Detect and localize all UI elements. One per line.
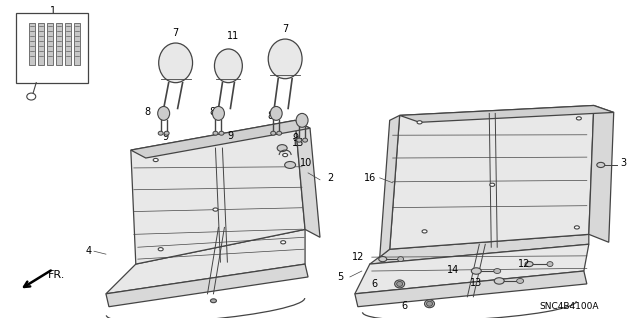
Polygon shape: [589, 106, 614, 242]
Ellipse shape: [271, 131, 276, 135]
Polygon shape: [355, 244, 589, 294]
Text: 7: 7: [282, 24, 288, 34]
Ellipse shape: [395, 280, 404, 288]
Ellipse shape: [153, 159, 158, 162]
Polygon shape: [399, 106, 614, 122]
Ellipse shape: [270, 107, 282, 120]
Ellipse shape: [212, 107, 225, 120]
Text: 2: 2: [327, 173, 333, 183]
Ellipse shape: [213, 131, 218, 135]
Text: 4: 4: [86, 246, 92, 256]
Polygon shape: [106, 264, 308, 307]
Text: 10: 10: [300, 158, 312, 168]
Ellipse shape: [283, 153, 287, 157]
Ellipse shape: [219, 131, 224, 135]
Ellipse shape: [303, 138, 308, 142]
Ellipse shape: [494, 278, 504, 284]
Ellipse shape: [164, 131, 169, 135]
Ellipse shape: [296, 138, 301, 142]
Text: 13: 13: [470, 278, 483, 288]
Polygon shape: [131, 120, 310, 158]
Text: 9: 9: [292, 133, 298, 143]
Bar: [65, 23, 71, 65]
Polygon shape: [370, 234, 589, 264]
Text: 8: 8: [209, 108, 216, 117]
Ellipse shape: [490, 183, 495, 186]
Text: 7: 7: [173, 28, 179, 38]
Polygon shape: [106, 229, 305, 294]
Bar: [56, 23, 62, 65]
Ellipse shape: [417, 121, 422, 124]
Bar: [29, 23, 35, 65]
Ellipse shape: [281, 241, 285, 244]
Ellipse shape: [525, 262, 533, 267]
Ellipse shape: [547, 262, 553, 267]
Text: 8: 8: [267, 111, 273, 121]
Ellipse shape: [516, 278, 524, 283]
Bar: [47, 23, 53, 65]
Ellipse shape: [426, 301, 433, 306]
Ellipse shape: [158, 131, 163, 135]
Polygon shape: [355, 271, 587, 307]
Ellipse shape: [157, 107, 170, 120]
Ellipse shape: [277, 145, 287, 152]
Polygon shape: [295, 120, 320, 237]
Text: 1: 1: [50, 6, 56, 16]
Ellipse shape: [596, 162, 605, 167]
Ellipse shape: [276, 131, 282, 135]
Ellipse shape: [577, 117, 581, 120]
Ellipse shape: [296, 114, 308, 127]
Polygon shape: [131, 120, 305, 264]
Ellipse shape: [268, 39, 302, 79]
Text: 6: 6: [372, 279, 378, 289]
Ellipse shape: [471, 268, 481, 274]
Text: 6: 6: [401, 301, 408, 311]
Ellipse shape: [285, 161, 296, 168]
Ellipse shape: [213, 208, 218, 211]
Polygon shape: [380, 115, 399, 257]
Ellipse shape: [424, 300, 435, 308]
Text: 12: 12: [518, 259, 531, 269]
Text: 8: 8: [145, 108, 151, 117]
Text: 3: 3: [621, 158, 627, 168]
Ellipse shape: [158, 248, 163, 251]
Ellipse shape: [27, 93, 36, 100]
Text: 12: 12: [351, 252, 364, 262]
Text: 15: 15: [292, 138, 304, 148]
Ellipse shape: [214, 49, 243, 83]
Bar: [17, 13, 88, 83]
Text: SNC4B4100A: SNC4B4100A: [539, 302, 598, 311]
Text: 9: 9: [227, 131, 234, 141]
Ellipse shape: [574, 226, 579, 229]
Text: 14: 14: [447, 265, 460, 275]
Ellipse shape: [397, 281, 403, 286]
Ellipse shape: [159, 43, 193, 83]
Ellipse shape: [493, 269, 500, 273]
Text: 16: 16: [364, 173, 376, 183]
Bar: [74, 23, 80, 65]
Ellipse shape: [422, 230, 427, 233]
Polygon shape: [390, 106, 594, 249]
Text: 11: 11: [227, 31, 239, 41]
Ellipse shape: [397, 257, 404, 262]
Text: 9: 9: [163, 132, 169, 142]
Bar: [38, 23, 44, 65]
Text: 5: 5: [337, 272, 343, 282]
Ellipse shape: [211, 299, 216, 303]
Text: FR.: FR.: [47, 270, 65, 280]
Ellipse shape: [379, 256, 387, 262]
